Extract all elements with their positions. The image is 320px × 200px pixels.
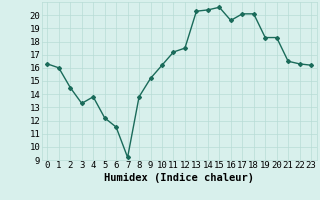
X-axis label: Humidex (Indice chaleur): Humidex (Indice chaleur) bbox=[104, 173, 254, 183]
